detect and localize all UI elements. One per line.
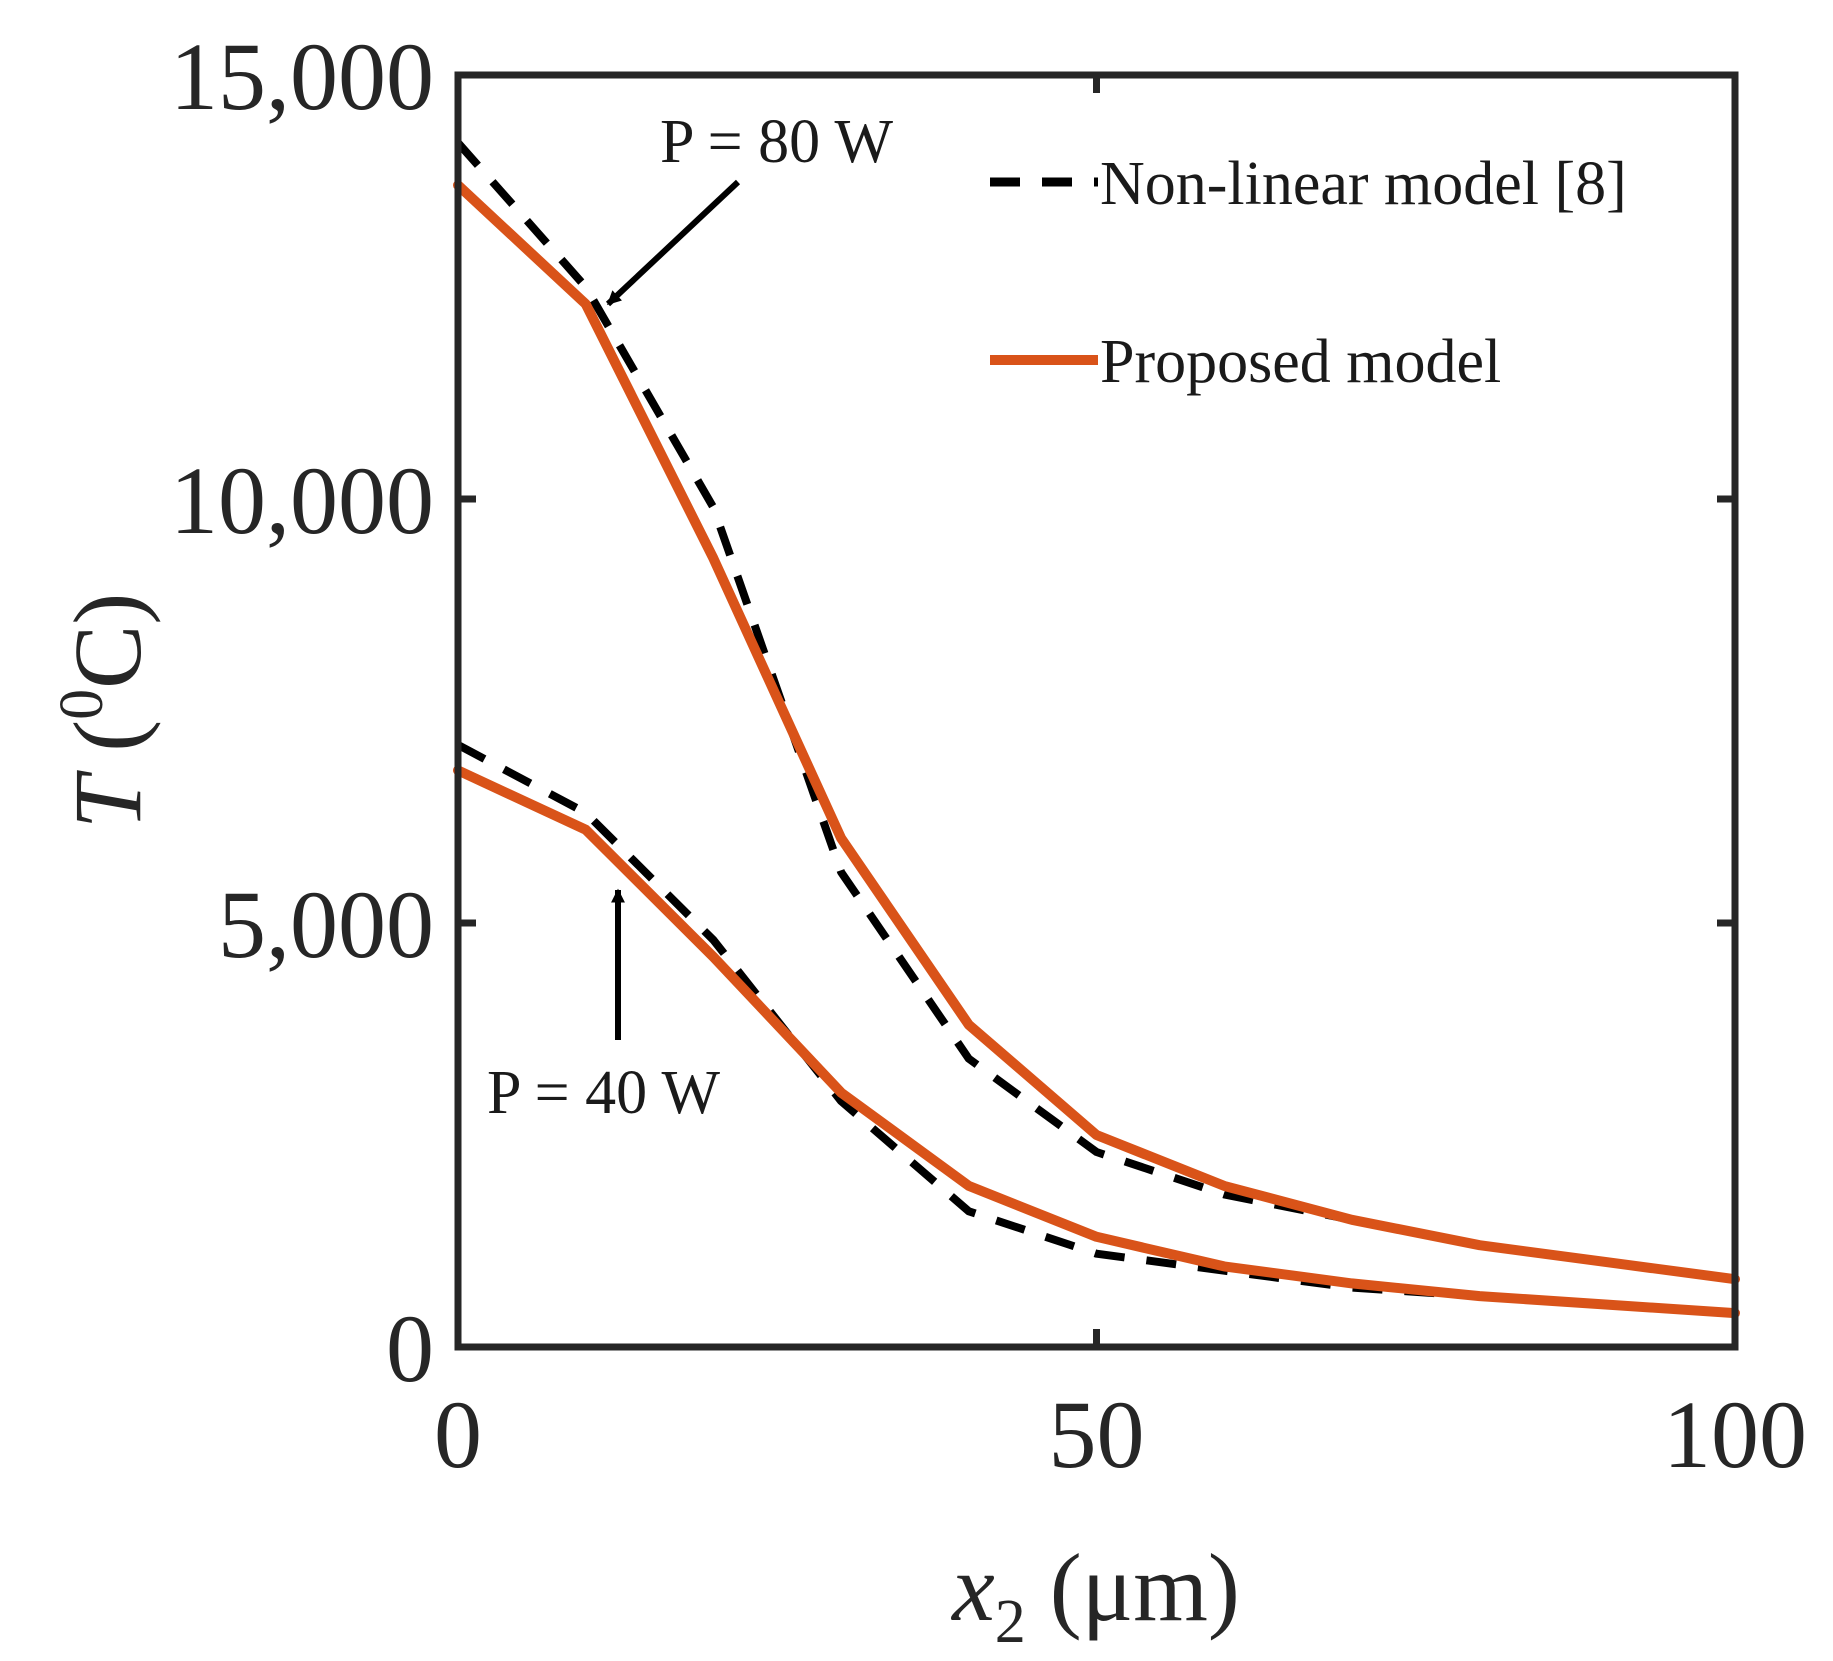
y-tick-label: 10,000: [170, 447, 434, 554]
ticks-layer: [454, 71, 1739, 1351]
y-axis-open: (: [54, 720, 161, 776]
legend: Non-linear model [8] Proposed model: [990, 150, 1627, 396]
y-axis-title: T (0C): [48, 593, 161, 829]
x-tick-label: 100: [1663, 1381, 1807, 1488]
y-tick-label: 15,000: [170, 23, 434, 130]
legend-label-proposed: Proposed model: [1100, 328, 1501, 396]
annotation-label-40w: P = 40 W: [487, 1059, 721, 1127]
y-tick-label: 5,000: [218, 871, 434, 978]
x-axis-title: x2 (μm): [950, 1534, 1240, 1656]
series-line-2: [456, 741, 1736, 1318]
y-axis-var: T: [54, 769, 161, 829]
y-tick-label: 0: [386, 1295, 434, 1402]
tick-labels: 0 50 100 0 5,000 10,000 15,000: [170, 23, 1807, 1488]
y-axis-close: C): [54, 593, 161, 689]
annotation-arrow-80w: [605, 179, 741, 307]
series-line-0: [455, 140, 1736, 1284]
x-axis-var: x: [950, 1534, 995, 1641]
legend-label-non-linear: Non-linear model [8]: [1100, 150, 1627, 218]
x-axis-unit: (μm): [1026, 1534, 1240, 1641]
series-line-1: [453, 180, 1740, 1285]
y-axis-sup: 0: [48, 689, 116, 720]
x-tick-label: 50: [1049, 1381, 1145, 1488]
series-layer: [453, 140, 1740, 1319]
x-axis-sub: 2: [995, 1588, 1026, 1656]
annotations: P = 80 W P = 40 W: [487, 108, 894, 1127]
x-tick-label: 0: [434, 1381, 482, 1488]
annotation-label-80w: P = 80 W: [660, 108, 894, 176]
series-line-3: [453, 765, 1740, 1319]
